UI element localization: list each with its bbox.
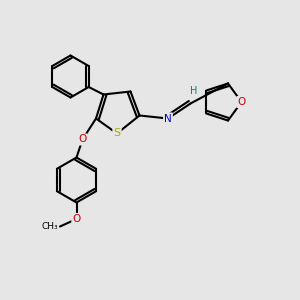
Text: N: N (164, 113, 172, 124)
Text: S: S (113, 128, 121, 139)
Text: CH₃: CH₃ (41, 222, 58, 231)
Text: O: O (78, 134, 87, 145)
Text: O: O (72, 214, 81, 224)
Text: H: H (190, 86, 197, 96)
Text: O: O (237, 97, 246, 107)
